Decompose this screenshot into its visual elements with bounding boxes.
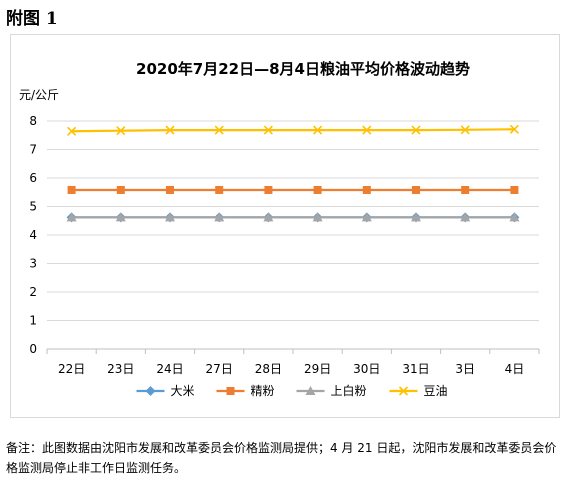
x-tick-label: 4日 <box>505 362 525 376</box>
legend-1-marker <box>226 387 235 395</box>
x-tick-label: 29日 <box>304 362 331 376</box>
legend-2-label: 上白粉 <box>331 383 367 398</box>
series-1-point <box>412 185 420 194</box>
series-2-point <box>509 212 520 222</box>
series-3-point <box>214 125 224 135</box>
legend-0-marker <box>145 386 156 396</box>
series-3-point <box>460 125 470 135</box>
series-2-point <box>411 212 421 222</box>
series-1-point <box>461 185 470 194</box>
y-tick-label: 7 <box>29 143 37 157</box>
y-tick-label: 2 <box>29 285 37 299</box>
series-2-point <box>263 212 274 222</box>
series-1-point <box>166 185 174 194</box>
y-tick-label: 4 <box>29 228 37 242</box>
y-tick-label: 5 <box>29 200 37 214</box>
series-1-point <box>264 185 273 194</box>
legend-1-label: 精粉 <box>251 384 275 398</box>
series-2-point <box>115 212 126 222</box>
series-3-point <box>165 125 175 135</box>
legend-0-label: 大米 <box>171 384 195 398</box>
series-2-point <box>312 212 323 222</box>
x-tick-label: 27日 <box>206 362 233 376</box>
x-tick-label: 22日 <box>58 362 85 376</box>
series-1-point <box>362 185 371 194</box>
y-tick-label: 0 <box>29 342 37 356</box>
y-axis-label: 元/公斤 <box>19 88 59 102</box>
series-3-point <box>362 125 372 135</box>
series-3-point <box>67 126 77 136</box>
series-1-point <box>215 185 224 194</box>
legend-3-marker <box>398 386 409 396</box>
chart-frame: 2020年7月22日—8月4日粮油平均价格波动趋势元/公斤 0 1 2 3 4 5 6 7 8 22… <box>10 34 560 418</box>
x-tick-label: 23日 <box>107 362 134 376</box>
x-tick-label: 3日 <box>455 362 475 376</box>
series-2-point <box>165 212 175 222</box>
series-2-point <box>214 212 225 222</box>
series-3-point <box>313 125 323 135</box>
y-tick-label: 8 <box>29 114 37 128</box>
legend-3-label: 豆油 <box>424 384 448 398</box>
series-1-point <box>67 185 76 194</box>
series-3-point <box>263 125 273 135</box>
x-tick-label: 30日 <box>353 362 380 376</box>
legend-2-marker <box>305 386 316 395</box>
y-tick-label: 1 <box>29 314 37 328</box>
series-2-point <box>460 212 471 222</box>
series-1-point <box>313 185 322 194</box>
series-2-point <box>66 212 77 222</box>
series-2-point <box>361 212 372 222</box>
series-3-point <box>411 125 421 135</box>
x-tick-label: 24日 <box>156 362 183 376</box>
x-tick-label: 28日 <box>255 362 282 376</box>
figure-heading: 附图 1 <box>6 9 58 29</box>
y-tick-label: 6 <box>29 171 37 185</box>
chart-title: 2020年7月22日—8月4日粮油平均价格波动趋势 <box>136 60 470 78</box>
x-tick-label: 31日 <box>402 362 429 376</box>
series-3-point <box>116 126 126 136</box>
footnote: 备注：此图数据由沈阳市发展和改革委员会价格监测局提供；4 月 21 日起，沈阳市… <box>6 441 557 475</box>
series-1-point <box>116 185 125 194</box>
y-tick-label: 3 <box>29 257 37 271</box>
series-1-point <box>510 185 519 194</box>
series-3-point <box>509 124 519 134</box>
series-3-line <box>71 128 515 133</box>
